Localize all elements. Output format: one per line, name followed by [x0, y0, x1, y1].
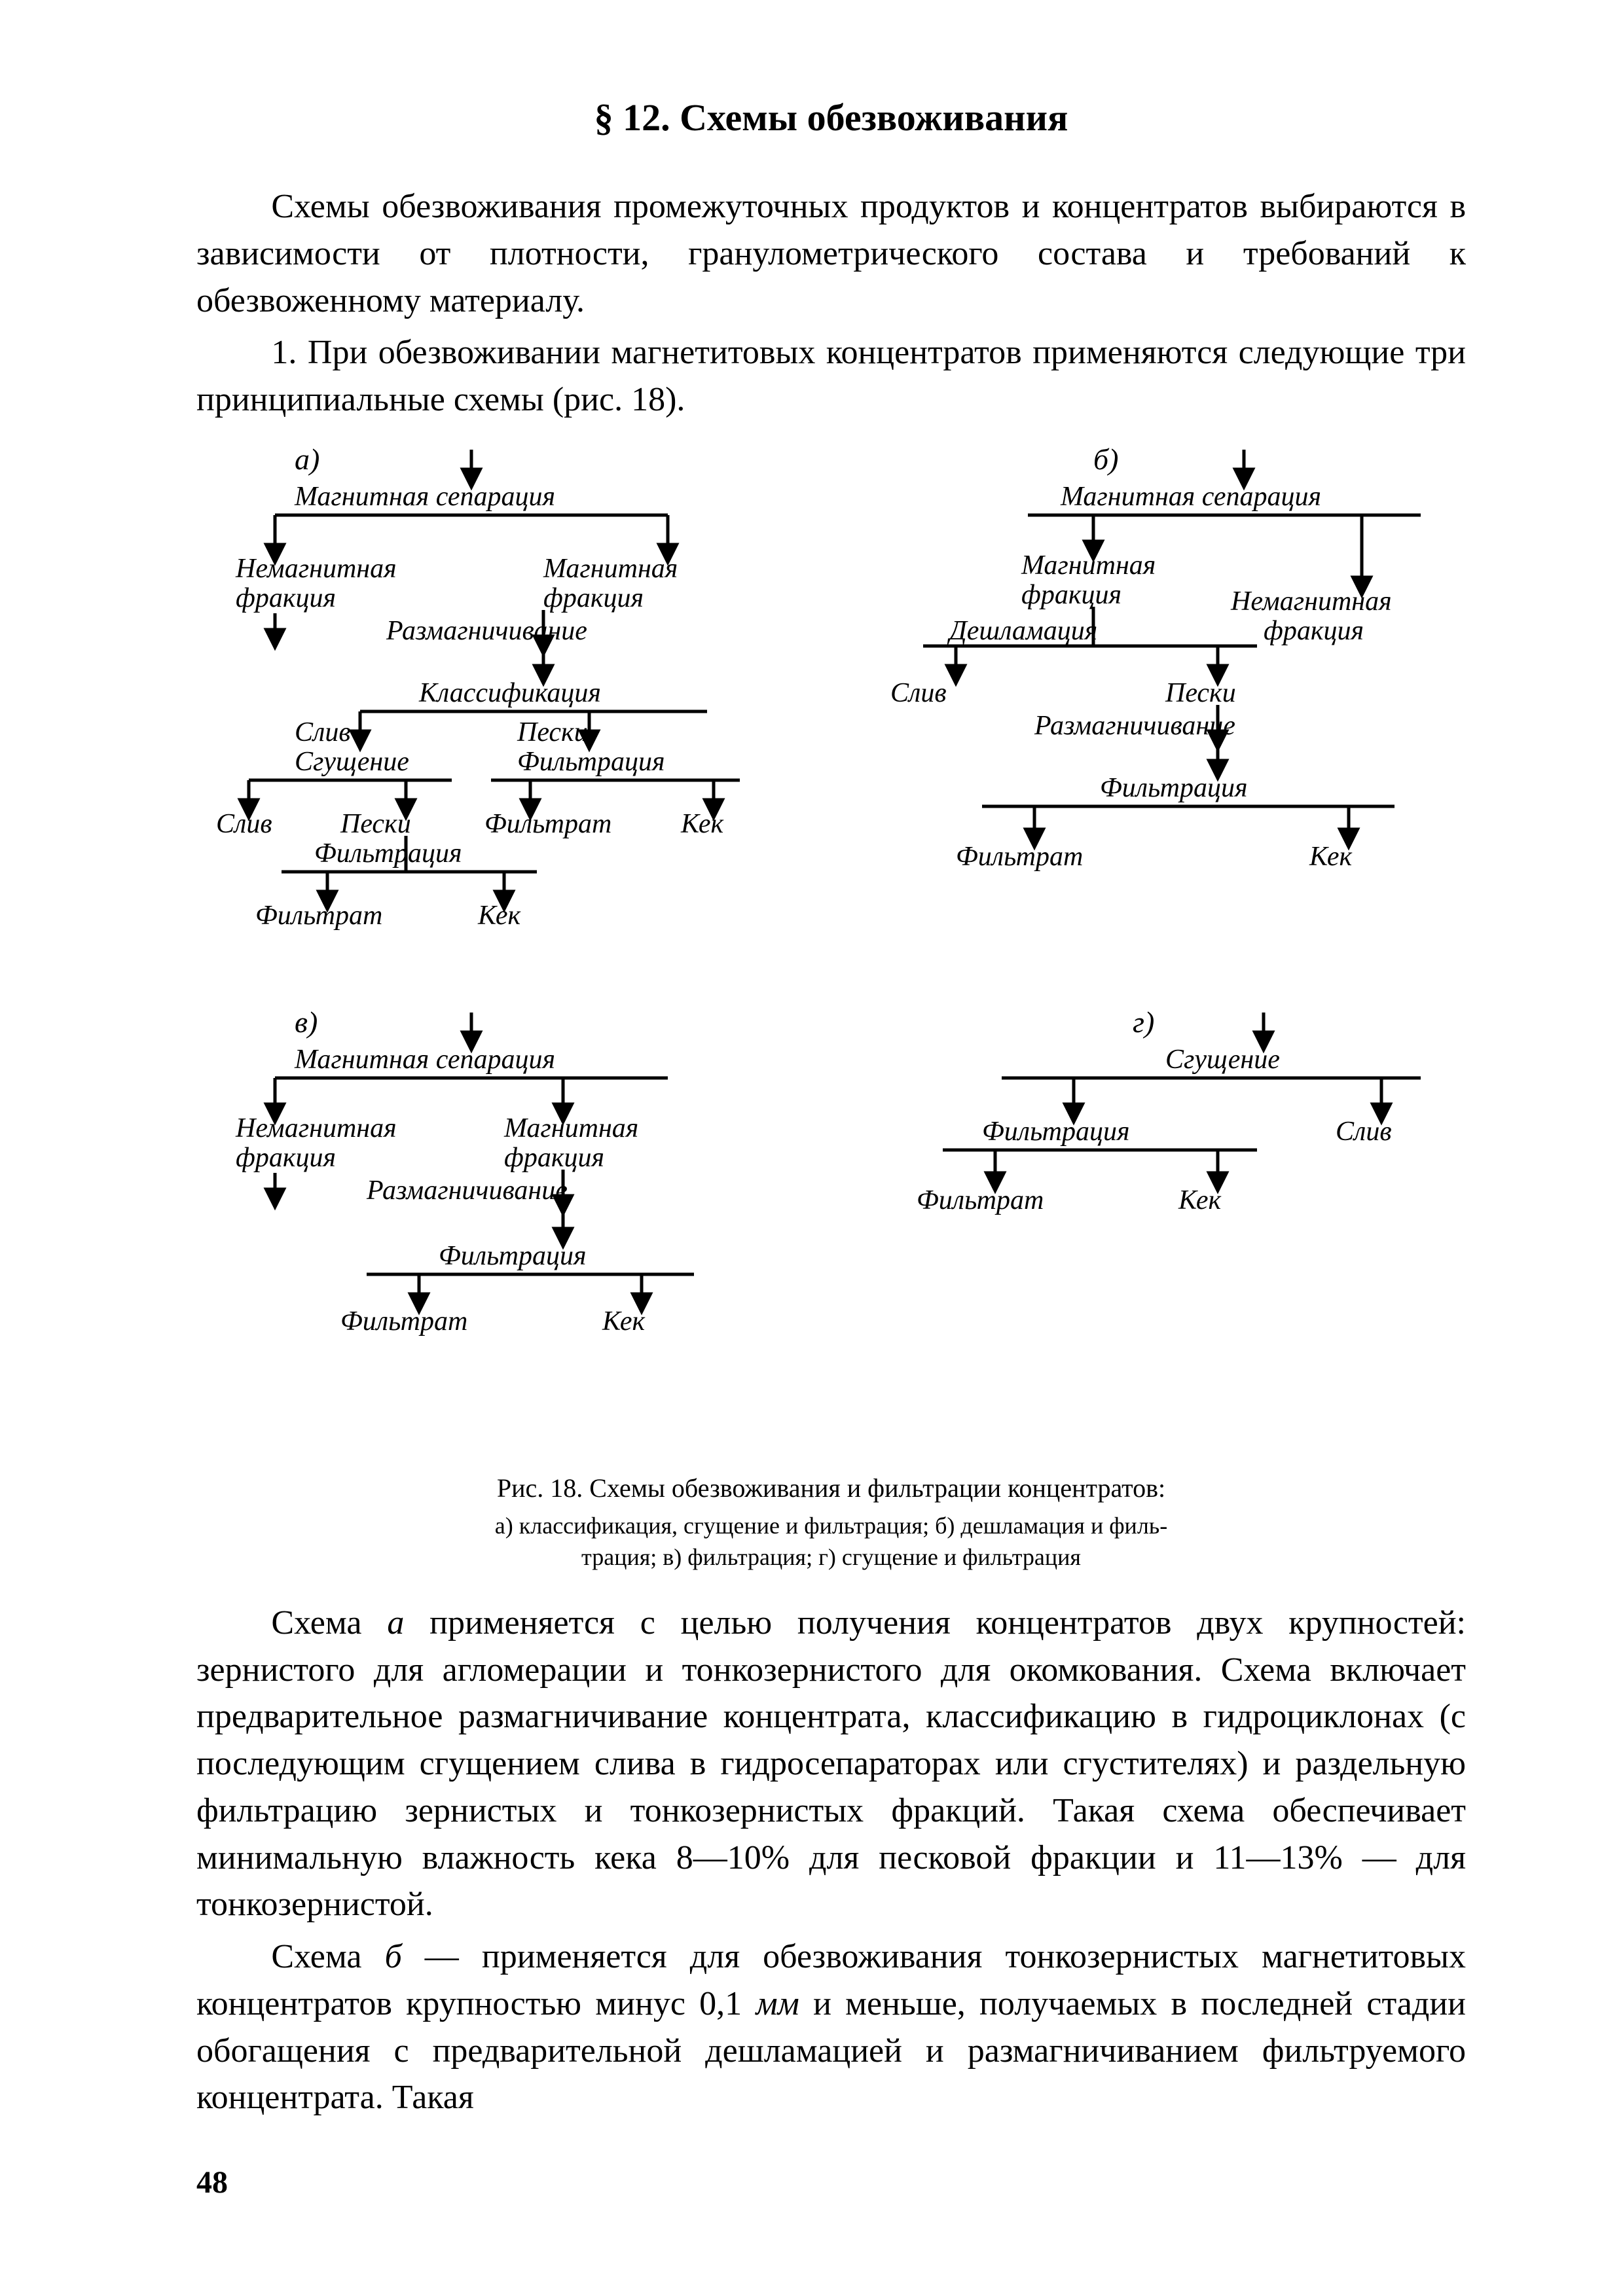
a-l3b: фракция: [543, 583, 644, 613]
c-l1: Магнитная сепарация: [294, 1045, 555, 1075]
c-tag: в): [295, 1005, 318, 1039]
c-l4: Размагничивание: [366, 1175, 568, 1206]
para-3: Схема а применяется с целью получения ко…: [196, 1600, 1466, 1928]
a-l11: Пески: [340, 809, 411, 839]
figure-18: а) Магнитная сепарация Немагнитная фракц…: [196, 443, 1467, 1464]
p3-em: а: [387, 1604, 404, 1641]
c-l6: Фильтрат: [340, 1306, 467, 1336]
figure-caption: Рис. 18. Схемы обезвоживания и фильтраци…: [275, 1471, 1388, 1573]
a-l6: Слив: [295, 717, 351, 747]
para-1: Схемы обезвоживания промежуточных продук…: [196, 183, 1466, 324]
a-l14: Фильтрация: [314, 838, 462, 869]
a-tag: а): [295, 443, 319, 476]
para-4: Схема б — применяется для обезвоживания …: [196, 1933, 1466, 2121]
p4-a: Схема: [271, 1938, 384, 1975]
a-l2b: фракция: [236, 583, 336, 613]
b-tag: б): [1093, 443, 1118, 476]
section-title: § 12. Схемы обезвоживания: [196, 92, 1466, 144]
d-l2: Фильтрация: [982, 1117, 1130, 1147]
p3-a: Схема: [271, 1604, 387, 1641]
b-l3a: Немагнитная: [1230, 586, 1392, 617]
b-l2b: фракция: [1021, 580, 1122, 610]
c-l5: Фильтрация: [439, 1241, 587, 1271]
d-tag: г): [1133, 1005, 1154, 1039]
a-l1: Магнитная сепарация: [294, 482, 555, 512]
d-l4: Фильтрат: [917, 1185, 1044, 1215]
para-2: 1. При обезвоживании магнетитовых концен…: [196, 329, 1466, 423]
c-l2a: Немагнитная: [235, 1113, 397, 1143]
b-l7: Размагничивание: [1034, 711, 1235, 741]
a-l8: Сгущение: [295, 747, 409, 777]
a-l2a: Немагнитная: [235, 554, 397, 584]
panel-c: в) Магнитная сепарация Немагнитная фракц…: [235, 1005, 694, 1336]
a-l15: Фильтрат: [255, 901, 382, 931]
c-l7: Кек: [602, 1306, 645, 1336]
a-l16: Кек: [477, 901, 520, 931]
a-l13: Кек: [680, 809, 723, 839]
c-l3b: фракция: [504, 1143, 604, 1173]
b-l10: Кек: [1309, 842, 1352, 872]
panel-b: б) Магнитная сепарация Магнитная фракция…: [890, 443, 1421, 872]
a-l12: Фильтрат: [484, 809, 611, 839]
page: § 12. Схемы обезвоживания Схемы обезвожи…: [0, 0, 1623, 2296]
panel-a: а) Магнитная сепарация Немагнитная фракц…: [216, 443, 740, 931]
a-l10: Слив: [216, 809, 272, 839]
b-l8: Фильтрация: [1100, 773, 1248, 803]
caption-sub-b: трация; в) фильтрация; г) сгущение и фил…: [275, 1541, 1388, 1573]
a-l7: Пески: [517, 717, 588, 747]
p3-b: применяется с целью получения концентрат…: [196, 1604, 1466, 1924]
panel-d: г) Сгущение Фильтрация Слив Фильтрат Кек: [917, 1005, 1421, 1215]
b-l9: Фильтрат: [956, 842, 1083, 872]
a-l3a: Магнитная: [543, 554, 678, 584]
b-l1: Магнитная сепарация: [1060, 482, 1321, 512]
page-number: 48: [196, 2161, 228, 2204]
caption-title: Рис. 18. Схемы обезвоживания и фильтраци…: [275, 1471, 1388, 1506]
p4-mm: мм: [756, 1985, 799, 2022]
c-l2b: фракция: [236, 1143, 336, 1173]
d-l3: Слив: [1336, 1117, 1392, 1147]
b-l2a: Магнитная: [1021, 550, 1156, 581]
a-l5: Классификация: [418, 678, 601, 708]
b-l5: Слив: [890, 678, 947, 708]
b-l3b: фракция: [1264, 616, 1364, 646]
p4-em: б: [385, 1938, 402, 1975]
d-l1: Сгущение: [1165, 1045, 1280, 1075]
b-l6: Пески: [1165, 678, 1236, 708]
a-l9: Фильтрация: [517, 747, 665, 777]
d-l5: Кек: [1178, 1185, 1221, 1215]
caption-sub-a: а) классификация, сгущение и фильтрация;…: [275, 1510, 1388, 1542]
b-l4: Дешламация: [947, 616, 1097, 646]
a-l4: Размагничивание: [386, 616, 587, 646]
c-l3a: Магнитная: [503, 1113, 638, 1143]
